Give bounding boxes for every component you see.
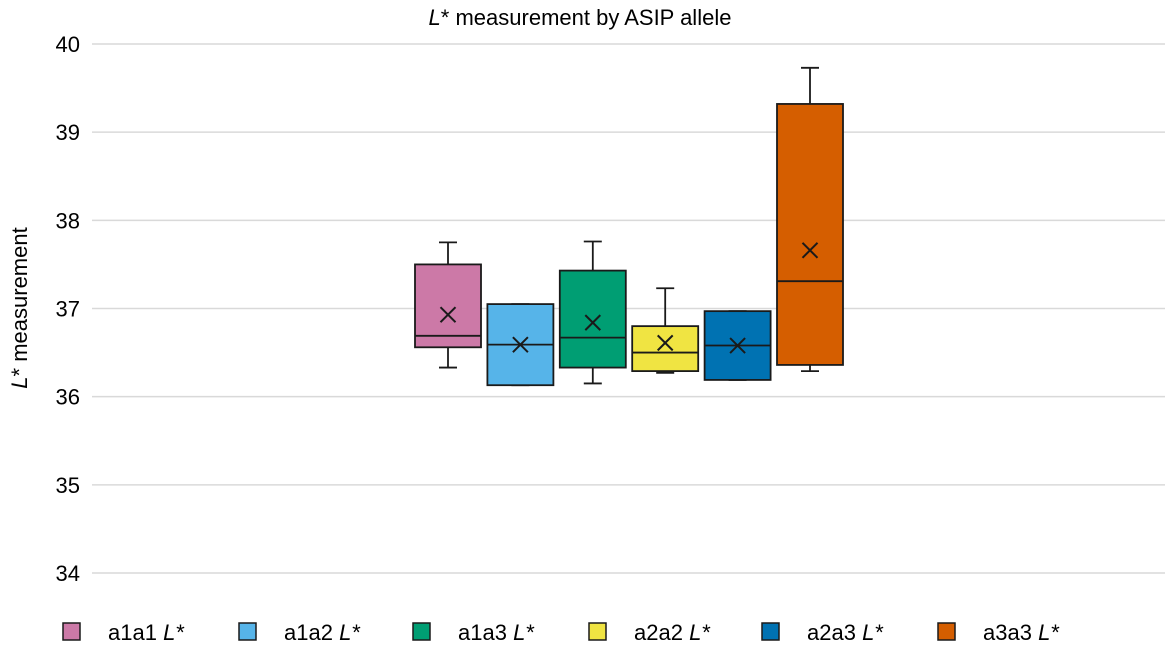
- legend-swatch: [761, 622, 780, 641]
- box-a1a1: [414, 241, 482, 369]
- y-tick-label: 35: [56, 473, 80, 498]
- y-tick-label: 34: [56, 561, 80, 586]
- y-tick-label: 36: [56, 385, 80, 410]
- mean-marker: [656, 334, 674, 352]
- legend-label: a3a3 L*: [983, 620, 1060, 645]
- legend-series-name: a1a1: [108, 620, 157, 645]
- box-a3a3: [776, 66, 844, 372]
- mean-marker: [439, 306, 457, 323]
- box-body: [776, 103, 844, 366]
- mean-marker: [801, 242, 819, 259]
- legend-item-a1a3: a1a3 L*: [412, 620, 535, 645]
- chart-title-rest: * measurement by ASIP allele: [441, 5, 732, 30]
- legend-swatch: [238, 622, 257, 641]
- chart-title-italic: L: [429, 5, 441, 30]
- legend-series-suffix: L*: [1032, 620, 1060, 645]
- legend-series-name: a1a3: [458, 620, 507, 645]
- legend-series-suffix: L*: [856, 620, 884, 645]
- legend-swatch: [937, 622, 956, 641]
- box-a2a2: [631, 287, 700, 374]
- legend-swatch: [588, 622, 607, 641]
- legend-series-name: a2a2: [634, 620, 683, 645]
- gridlines: [92, 43, 1165, 574]
- legend-item-a3a3: a3a3 L*: [937, 620, 1060, 645]
- legend-label: a1a1 L*: [108, 620, 185, 645]
- legend-series-name: a1a2: [284, 620, 333, 645]
- legend-item-a2a3: a2a3 L*: [761, 620, 884, 645]
- y-axis-title-italic: L: [7, 376, 32, 388]
- legend-swatch: [62, 622, 81, 641]
- legend-series-suffix: L*: [683, 620, 711, 645]
- mean-marker: [729, 337, 746, 354]
- mean-marker: [584, 314, 602, 331]
- legend-item-a2a2: a2a2 L*: [588, 620, 711, 645]
- legend: a1a1 L* a1a2 L* a1a3 L* a2a2 L* a2a3 L* a3a3 …: [62, 620, 1060, 645]
- legend-item-a1a1: a1a1 L*: [62, 620, 185, 645]
- box-a1a3: [558, 240, 627, 385]
- box-plots: [414, 66, 844, 387]
- legend-swatch: [412, 622, 431, 641]
- legend-item-a1a2: a1a2 L*: [238, 620, 361, 645]
- y-tick-label: 39: [56, 120, 80, 145]
- legend-series-suffix: L*: [507, 620, 535, 645]
- y-axis-title-rest: * measurement: [7, 227, 32, 376]
- legend-label: a2a2 L*: [634, 620, 711, 645]
- box-body: [558, 269, 627, 369]
- legend-series-suffix: L*: [157, 620, 185, 645]
- legend-label: a1a3 L*: [458, 620, 535, 645]
- y-tick-label: 37: [56, 297, 80, 322]
- mean-marker: [512, 336, 529, 353]
- y-tick-labels: 34 35 36 37 38 39 40: [56, 32, 80, 586]
- legend-series-name: a2a3: [807, 620, 856, 645]
- box-a2a3: [703, 310, 772, 381]
- legend-series-suffix: L*: [333, 620, 361, 645]
- legend-label: a2a3 L*: [807, 620, 884, 645]
- y-tick-label: 40: [56, 32, 80, 57]
- legend-series-name: a3a3: [983, 620, 1032, 645]
- box-a1a2: [486, 303, 555, 387]
- box-body: [631, 325, 700, 372]
- box-body: [414, 263, 482, 349]
- y-axis-title: L* measurement: [7, 227, 32, 388]
- legend-label: a1a2 L*: [284, 620, 361, 645]
- chart-title: L* measurement by ASIP allele: [429, 5, 732, 30]
- y-tick-label: 38: [56, 208, 80, 233]
